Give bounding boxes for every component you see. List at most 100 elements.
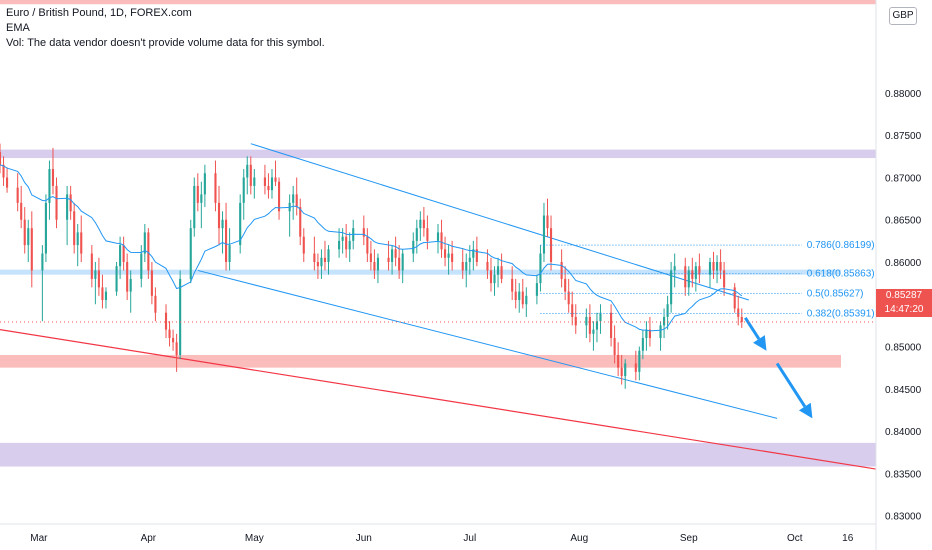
candle-body	[115, 266, 118, 292]
candle-body	[535, 283, 538, 296]
candle-body	[514, 291, 517, 301]
candle-body	[412, 240, 415, 254]
candle-body	[436, 232, 440, 241]
candle-body	[2, 164, 5, 178]
ema-layer	[0, 164, 743, 332]
x-tick-label: Oct	[787, 533, 803, 544]
candle-body	[323, 257, 327, 262]
last-price-value: 0.85287	[885, 290, 923, 301]
candle-body	[154, 295, 157, 313]
zone-red-support	[0, 354, 841, 368]
candle-body	[387, 257, 390, 262]
candle-body	[175, 342, 178, 355]
fib-layer: 0.786(0.86199) 0.618(0.85863) 0.5(0.85627)…	[540, 240, 875, 319]
candle-body	[196, 185, 199, 203]
candle-body	[663, 316, 666, 326]
candle-body	[369, 253, 372, 262]
candle-body	[634, 363, 637, 372]
candle-body	[20, 202, 23, 220]
candle-body	[292, 194, 295, 203]
candle-body	[345, 236, 348, 250]
candle-body	[122, 245, 125, 262]
candle-body	[313, 253, 316, 262]
chart-legend: Euro / British Pound, 1D, FOREX.com EMA …	[6, 6, 325, 51]
candle-body	[341, 236, 344, 241]
candle-body	[560, 262, 563, 279]
candle-body	[511, 278, 514, 292]
candle-body	[51, 169, 55, 186]
x-tick-label: Aug	[570, 533, 588, 544]
y-tick-label: 0.85000	[885, 343, 922, 354]
candle-body	[708, 262, 712, 275]
candle-body	[338, 240, 341, 250]
candle-body	[694, 266, 697, 279]
last-price-tag: 0.85287 14:47:20	[876, 289, 932, 317]
candle-body	[320, 257, 323, 267]
candle-body	[214, 173, 217, 203]
zone-purple-upper	[0, 149, 876, 159]
candle-body	[595, 321, 599, 330]
candle-body	[571, 304, 574, 317]
candle-body	[30, 228, 33, 271]
candle-body	[415, 228, 418, 241]
ema-line	[0, 164, 743, 332]
candle-body	[27, 228, 30, 246]
candle-body	[624, 363, 627, 377]
fib-level-label: 0.786(0.86199)	[807, 240, 875, 251]
candle-body	[391, 249, 394, 262]
candle-body	[546, 215, 549, 229]
candle-body	[472, 249, 475, 258]
candle-body	[564, 278, 567, 292]
candle-body	[16, 187, 19, 203]
descending-trendline	[0, 329, 877, 470]
candle-body	[246, 164, 249, 178]
x-tick-label: Jul	[463, 533, 476, 544]
candle-body	[489, 270, 493, 284]
candle-body	[253, 177, 256, 186]
candle-body	[613, 338, 616, 355]
candle-body	[348, 240, 351, 250]
arrow-shaft	[775, 362, 807, 408]
candle-body	[193, 185, 196, 229]
candle-body	[101, 287, 104, 301]
candle-body	[394, 249, 397, 258]
candle-body	[496, 266, 500, 275]
candle-body	[316, 262, 319, 267]
candle-body	[299, 207, 302, 237]
candle-body	[461, 262, 464, 271]
candle-body	[6, 177, 9, 188]
candle-body	[493, 274, 496, 284]
candle-body	[641, 338, 644, 351]
bar-countdown: 14:47:20	[884, 304, 924, 315]
candle-body	[150, 270, 153, 296]
y-tick-label: 0.84500	[885, 385, 922, 396]
y-tick-label: 0.87000	[885, 173, 922, 184]
candles-layer	[0, 143, 743, 389]
zones-layer	[0, 0, 876, 467]
candle-body	[189, 228, 192, 279]
candle-body	[295, 194, 298, 208]
candle-body	[373, 262, 376, 271]
candle-body	[486, 262, 489, 271]
candle-body	[588, 316, 591, 334]
candle-body	[670, 270, 673, 305]
candle-body	[376, 257, 380, 271]
symbol-title[interactable]: Euro / British Pound, 1D, FOREX.com	[6, 7, 192, 19]
candle-body	[684, 266, 687, 288]
x-tick-label: Mar	[30, 533, 48, 544]
ema-indicator-label[interactable]: EMA	[6, 22, 30, 34]
candle-body	[521, 291, 524, 305]
candle-body	[69, 194, 72, 212]
candle-body	[239, 202, 242, 246]
channel-lower-line	[197, 269, 778, 419]
candle-body	[599, 312, 602, 322]
candle-body	[468, 257, 471, 262]
zone-purple-lower	[0, 442, 876, 467]
currency-button[interactable]: GBP	[889, 7, 917, 25]
candle-body	[574, 316, 577, 326]
candle-body	[610, 312, 613, 339]
arrow-head	[798, 402, 813, 419]
candle-body	[451, 253, 454, 262]
candle-body	[90, 253, 93, 279]
